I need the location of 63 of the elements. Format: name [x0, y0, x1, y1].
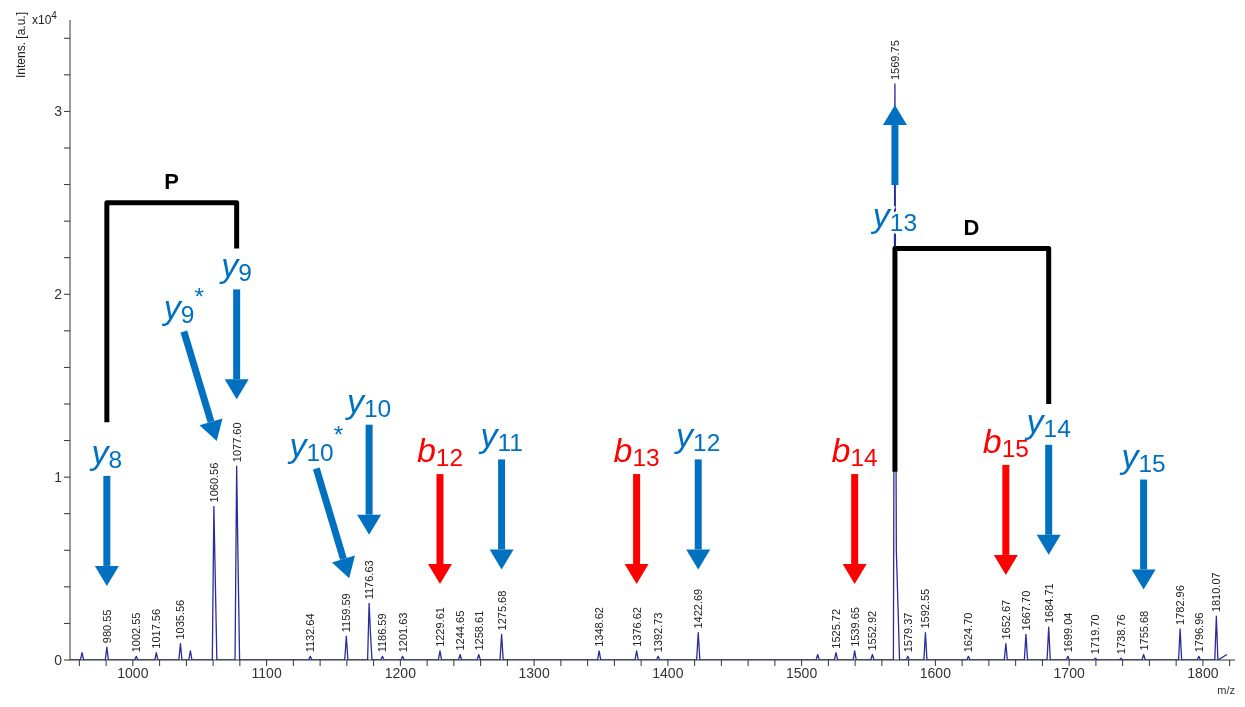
annotation: 1060.56: [207, 462, 220, 503]
annotation: 1035.56: [174, 599, 187, 640]
annotation: 1569.75: [888, 40, 901, 80]
annotation: 1738.76: [1114, 614, 1127, 655]
x-tick-label: 1100: [251, 664, 282, 681]
annotation: 1176.63: [363, 560, 376, 600]
annotation: 1539.65: [848, 607, 861, 647]
annotation: 1229.61: [433, 607, 446, 647]
annotation: 1796.96: [1192, 612, 1205, 653]
text: x10$^{4}$: [32, 10, 57, 27]
text: y$_{8}$: [89, 432, 123, 473]
x-tick-label: 1300: [518, 664, 550, 681]
annotation: 980.55: [100, 609, 113, 644]
annotation: 1258.61: [472, 610, 485, 651]
y-tick-label: 2: [54, 286, 63, 303]
annotation: 1699.04: [1061, 612, 1074, 653]
x-axis-title: m/z: [1217, 684, 1235, 696]
text: y$_{11}$: [478, 416, 523, 457]
annotation: 1667.70: [1019, 590, 1032, 631]
annotation: 1275.68: [495, 590, 508, 631]
text: y$_{10}$: [345, 381, 392, 422]
annotation: 1348.62: [593, 607, 606, 647]
annotation: 1782.96: [1174, 585, 1187, 625]
text: b$_{13}$: [613, 431, 660, 471]
x-tick-label: 1700: [1053, 664, 1085, 681]
annotation: 1244.65: [454, 610, 467, 651]
annotation: 1592.55: [919, 588, 932, 629]
text: y$_{12}$: [674, 416, 721, 457]
annotation: 1376.62: [630, 607, 643, 647]
annotation: 1077.60: [230, 422, 243, 463]
y-tick-label: 3: [54, 103, 63, 120]
annotation: 1422.69: [692, 588, 705, 629]
annotation: 1132.64: [304, 613, 317, 653]
x-tick-label: 1000: [117, 664, 149, 681]
annotation: D: [963, 214, 980, 240]
y-tick-label: 0: [54, 651, 63, 668]
annotation: 1624.70: [962, 612, 975, 653]
annotation: 1017.56: [150, 608, 163, 649]
x-tick-label: 1200: [384, 664, 417, 681]
x-tick-label: 1800: [1187, 664, 1219, 681]
annotation: P: [164, 168, 179, 194]
annotation: 1392.73: [652, 612, 665, 653]
annotation: 1755.68: [1137, 610, 1150, 651]
x-tick-label: 1500: [786, 664, 818, 681]
annotation: 1719.70: [1089, 614, 1102, 655]
text: y$_{15}$: [1119, 436, 1166, 477]
annotation: 1810.07: [1210, 572, 1223, 613]
annotation: 1186.59: [376, 613, 389, 653]
annotation: 1201.63: [396, 612, 409, 653]
y-tick-label: 1: [54, 469, 63, 486]
annotation: 1652.67: [999, 599, 1012, 640]
annotation: 1525.72: [830, 608, 843, 649]
annotation: 1579.37: [901, 612, 914, 653]
text: b$_{12}$: [416, 431, 464, 471]
annotation: 1684.71: [1042, 583, 1055, 624]
text: b$_{14}$: [831, 431, 878, 471]
annotation: 1552.92: [866, 610, 879, 651]
x-tick-label: 1400: [652, 664, 684, 681]
annotation: 1002.55: [130, 612, 143, 653]
x-tick-label: 1600: [919, 664, 952, 681]
y-axis-title: Intens. [a.u.]: [14, 12, 28, 79]
annotation: 1159.59: [340, 593, 353, 633]
text: y$_{9}$: [219, 246, 252, 287]
